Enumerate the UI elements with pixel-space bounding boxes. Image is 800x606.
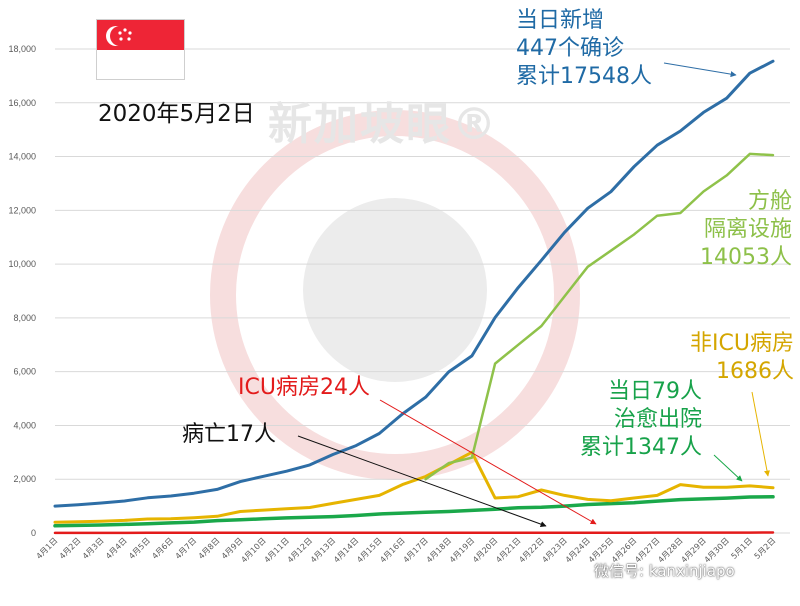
annotation-icu: ICU病房24人 (238, 375, 370, 400)
singapore-flag-icon (96, 19, 185, 80)
x-tick-label: 4月3日 (81, 536, 106, 561)
x-tick-label: 4月5日 (127, 536, 152, 561)
arrow-death (297, 435, 547, 527)
annotation-facility-line: 方舱 (747, 189, 792, 214)
y-tick-label: 18,000 (8, 44, 36, 54)
annotation-total-line: 当日新增 (516, 8, 605, 33)
annotation-arrows (297, 62, 770, 527)
series-line-discharged (53, 495, 775, 528)
annotation-facility-line: 隔离设施 (703, 217, 792, 242)
annotation-hospital-line: 非ICU病房 (690, 331, 794, 356)
annotation-discharged: 当日79人 治愈出院 累计1347人 (580, 378, 702, 462)
annotation-facility-line: 14053人 (700, 245, 792, 270)
series-line-facility (424, 152, 775, 481)
x-tick-label: 4月8日 (197, 536, 222, 561)
series-line-hospital (53, 450, 775, 524)
x-tick-label: 4月1日 (35, 536, 60, 561)
y-tick-label: 2,000 (13, 474, 36, 484)
annotation-hospital-line: 1686人 (716, 359, 794, 384)
arrow-total (663, 62, 737, 78)
annotation-discharged-line: 治愈出院 (613, 407, 702, 432)
watermark-text: 新加坡眼® (268, 99, 498, 150)
series-line-total (53, 59, 775, 508)
watermark-inner (303, 198, 487, 382)
crescent-stars-icon (106, 26, 132, 46)
annotation-total-line: 447个确诊 (516, 36, 624, 61)
annotation-discharged-line: 累计1347人 (580, 435, 702, 460)
y-tick-label: 4,000 (13, 420, 36, 430)
gridlines (55, 48, 790, 534)
arrow-discharged (713, 454, 743, 482)
x-tick-label: 5月2日 (753, 536, 778, 561)
annotation-hospital: 非ICU病房 1686人 (690, 330, 794, 386)
y-tick-label: 10,000 (8, 259, 36, 269)
series-layer (53, 59, 775, 535)
x-tick-label: 4月6日 (150, 536, 175, 561)
wechat-credit: 微信号: kanxinjiapo (594, 562, 735, 580)
y-tick-label: 0 (31, 528, 36, 538)
date-label: 2020年5月2日 (98, 101, 255, 127)
annotation-total-line: 累计17548人 (516, 64, 652, 89)
annotation-death: 病亡17人 (182, 422, 276, 447)
x-tick-label: 4月4日 (104, 536, 129, 561)
x-tick-label: 5月1日 (729, 536, 754, 561)
y-tick-label: 6,000 (13, 367, 36, 377)
x-tick-label: 4月7日 (174, 536, 199, 561)
y-tick-label: 12,000 (8, 205, 36, 215)
annotation-discharged-line: 当日79人 (608, 379, 702, 404)
arrow-icu (379, 399, 597, 525)
y-tick-label: 16,000 (8, 98, 36, 108)
y-tick-label: 14,000 (8, 152, 36, 162)
y-tick-label: 8,000 (13, 313, 36, 323)
y-axis: 0 2,000 4,000 6,000 8,000 10,000 12,000 14,000 1… (8, 44, 36, 538)
annotation-total: 当日新增 447个确诊 累计17548人 (516, 7, 652, 91)
annotation-facility: 方舱 隔离设施 14053人 (700, 188, 792, 272)
arrow-hospital (751, 391, 770, 477)
x-tick-label: 4月2日 (58, 536, 83, 561)
flag-white-band (97, 49, 184, 79)
